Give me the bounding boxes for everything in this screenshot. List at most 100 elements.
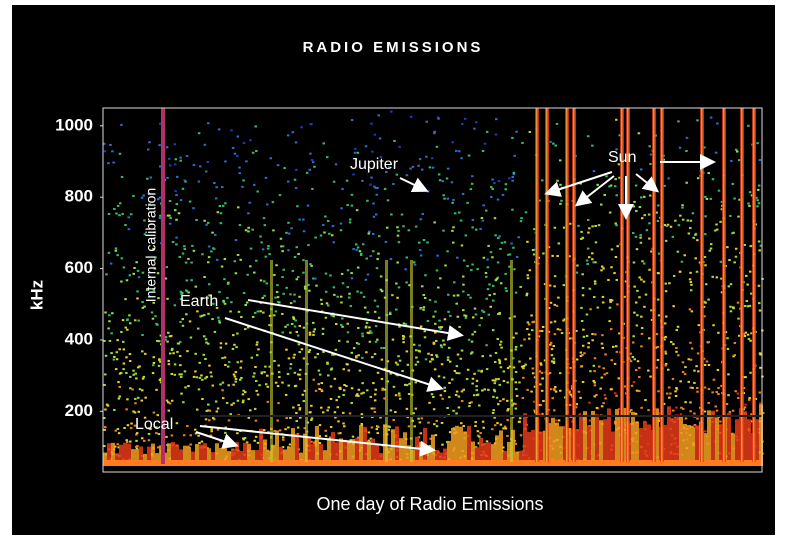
texture-dot (551, 254, 554, 257)
texture-dot (512, 171, 516, 174)
texture-dot (230, 129, 233, 132)
texture-dot (473, 330, 477, 333)
texture-band (439, 460, 443, 466)
texture-dot (327, 304, 330, 307)
texture-dot (726, 347, 730, 350)
texture-dot (152, 411, 156, 414)
texture-band (135, 460, 139, 466)
texture-dot (141, 333, 144, 336)
texture-dot (166, 176, 169, 179)
texture-dot (147, 192, 150, 195)
texture-dot (675, 406, 678, 409)
texture-dot (485, 297, 488, 300)
texture-dot (439, 344, 443, 347)
texture-band (715, 417, 719, 464)
texture-dot (418, 249, 422, 252)
texture-dot (458, 150, 461, 153)
texture-dot (317, 382, 320, 385)
texture-band (319, 460, 323, 466)
texture-dot (460, 400, 464, 403)
texture-dot (514, 291, 518, 294)
texture-dot (719, 420, 722, 423)
texture-dot (400, 213, 404, 216)
texture-dot (703, 386, 707, 389)
texture-dot (504, 427, 508, 430)
texture-dot (520, 344, 523, 347)
texture-dot (480, 317, 483, 320)
texture-dot (482, 204, 485, 207)
texture-dot (617, 163, 621, 166)
texture-dot (287, 249, 290, 252)
texture-band (115, 460, 119, 466)
texture-dot (185, 313, 188, 316)
texture-dot (679, 413, 683, 416)
texture-dot (569, 393, 573, 396)
texture-band (519, 450, 523, 464)
texture-dot (433, 130, 437, 133)
texture-dot (194, 285, 198, 288)
texture-dot (552, 142, 555, 145)
texture-dot (677, 224, 681, 227)
texture-dot (748, 270, 752, 273)
texture-dot (503, 241, 507, 244)
texture-dot (748, 397, 751, 400)
texture-dot (206, 447, 209, 450)
texture-dot (113, 445, 117, 448)
texture-band (507, 460, 511, 466)
texture-band (667, 406, 671, 464)
texture-dot (591, 339, 594, 342)
texture-dot (745, 274, 748, 277)
texture-band (395, 460, 399, 466)
texture-dot (593, 282, 597, 285)
texture-dot (538, 370, 542, 373)
texture-dot (553, 285, 556, 288)
texture-dot (152, 301, 155, 304)
texture-dot (361, 179, 364, 182)
texture-dot (232, 383, 235, 386)
texture-dot (120, 330, 123, 333)
texture-dot (342, 393, 345, 396)
texture-dot (580, 237, 583, 240)
texture-dot (610, 328, 613, 331)
texture-dot (511, 416, 515, 419)
texture-dot (341, 325, 344, 328)
texture-dot (629, 360, 633, 363)
texture-band (455, 425, 459, 464)
texture-dot (581, 294, 585, 297)
texture-dot (252, 183, 256, 186)
texture-band (515, 451, 519, 464)
texture-dot (477, 435, 481, 438)
texture-dot (127, 216, 130, 219)
texture-dot (678, 270, 682, 273)
texture-dot (380, 346, 383, 349)
texture-dot (241, 401, 245, 404)
texture-band (471, 460, 475, 466)
texture-dot (183, 248, 187, 251)
texture-dot (273, 273, 276, 276)
texture-dot (640, 196, 643, 199)
texture-dot (248, 201, 252, 204)
texture-dot (482, 426, 485, 429)
texture-dot (663, 184, 666, 187)
texture-dot (302, 357, 306, 360)
texture-dot (157, 433, 161, 436)
texture-dot (170, 434, 174, 437)
texture-band (571, 460, 575, 466)
texture-dot (175, 236, 178, 239)
texture-dot (217, 319, 221, 322)
texture-dot (350, 277, 354, 280)
texture-band (311, 460, 315, 466)
texture-dot (207, 312, 210, 315)
texture-dot (677, 120, 680, 123)
texture-dot (428, 444, 432, 447)
texture-dot (707, 401, 710, 404)
texture-dot (531, 249, 535, 252)
texture-dot (341, 187, 344, 190)
texture-dot (506, 409, 509, 412)
texture-dot (485, 275, 488, 278)
texture-dot (457, 395, 461, 398)
texture-dot (405, 256, 409, 259)
texture-band (351, 439, 355, 464)
texture-dot (491, 379, 495, 382)
texture-dot (219, 342, 223, 345)
